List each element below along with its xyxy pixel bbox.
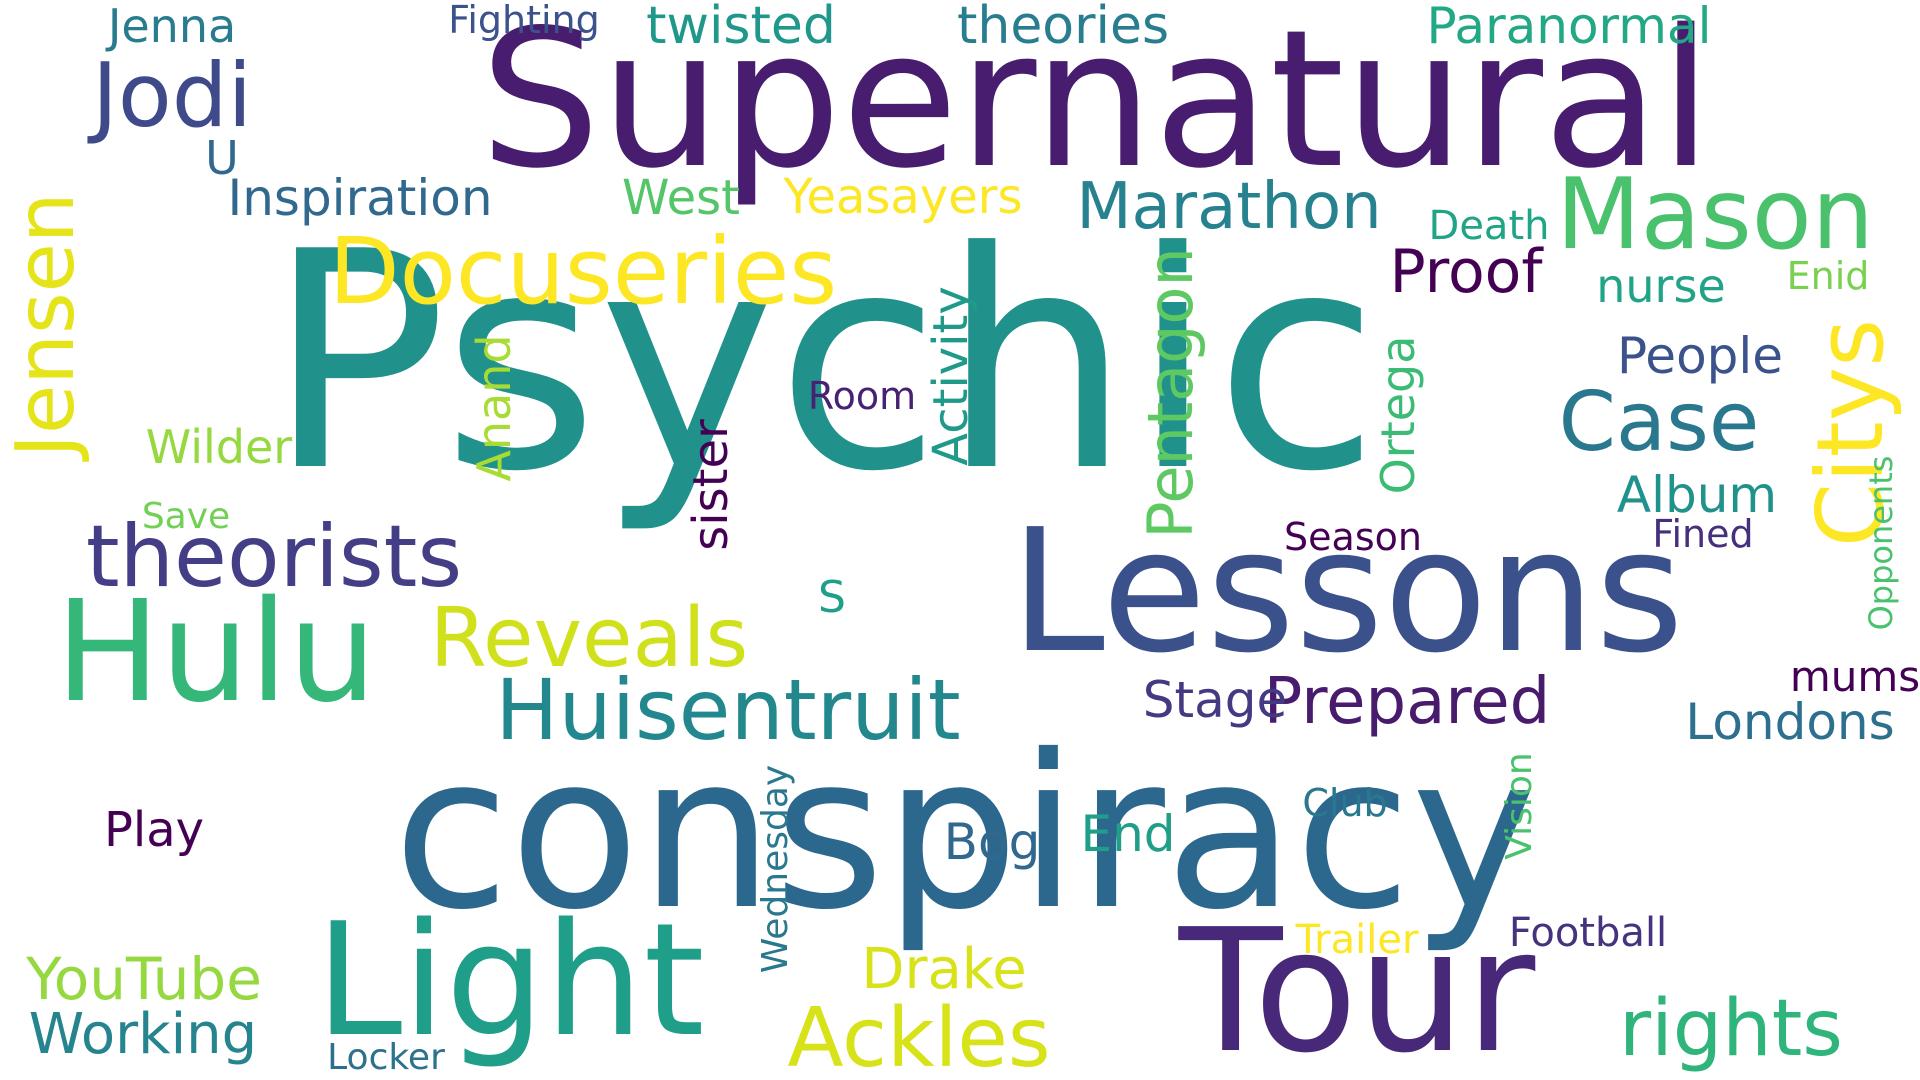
word-wednesday: Wednesday xyxy=(755,764,796,974)
word-enid: Enid xyxy=(1786,254,1870,298)
word-lessons: Lessons xyxy=(1010,493,1684,691)
word-album: Album xyxy=(1616,466,1778,524)
word-end: End xyxy=(1080,805,1176,863)
word-jodi: Jodi xyxy=(91,44,253,147)
word-people: People xyxy=(1616,327,1784,385)
word-fighting: Fighting xyxy=(448,0,600,42)
word-tour: Tour xyxy=(1178,893,1536,1080)
word-yeasayers: Yeasayers xyxy=(783,169,1023,225)
word-season: Season xyxy=(1284,515,1422,559)
word-u: U xyxy=(205,131,239,185)
word-huisentruit: Huisentruit xyxy=(495,661,961,759)
word-stage: Stage xyxy=(1142,671,1288,729)
word-nurse: nurse xyxy=(1596,259,1726,313)
word-londons: Londons xyxy=(1685,693,1895,751)
word-reveals: Reveals xyxy=(429,591,749,686)
word-s: S xyxy=(818,572,846,623)
word-supernatural: Supernatural xyxy=(479,0,1713,210)
word-anand: Anand xyxy=(467,334,521,482)
word-ortega: Ortega xyxy=(1371,335,1425,495)
word-sister: sister xyxy=(683,419,739,551)
word-opponents: Opponents xyxy=(1862,455,1900,631)
word-death: Death xyxy=(1428,203,1550,249)
word-proof: Proof xyxy=(1389,237,1543,307)
word-jenna: Jenna xyxy=(107,0,237,53)
word-mums: mums xyxy=(1789,652,1920,701)
word-working: Working xyxy=(28,1002,258,1067)
word-mason: Mason xyxy=(1556,158,1874,272)
word-save: Save xyxy=(141,496,231,537)
word-jensen: Jensen xyxy=(0,192,92,458)
word-club: Club xyxy=(1302,781,1388,825)
word-football: Football xyxy=(1508,910,1668,956)
word-fined: Fined xyxy=(1652,512,1754,556)
word-psychic: Psychic xyxy=(266,188,1380,537)
word-rights: rights xyxy=(1619,984,1843,1074)
word-docuseries: Docuseries xyxy=(328,218,838,325)
word-light: Light xyxy=(315,889,705,1071)
word-inspiration: Inspiration xyxy=(227,169,493,227)
word-hulu: Hulu xyxy=(55,571,377,734)
word-trailer: Trailer xyxy=(1295,917,1419,963)
word-paranormal: Paranormal xyxy=(1426,0,1712,55)
word-vision: Vision xyxy=(1499,752,1540,860)
word-conspiracy: conspiracy xyxy=(393,709,1537,956)
word-activity: Activity xyxy=(923,286,979,466)
word-case: Case xyxy=(1558,375,1760,470)
word-play: Play xyxy=(103,802,205,858)
word-drake: Drake xyxy=(861,937,1027,1002)
word-twisted: twisted xyxy=(646,0,836,56)
word-west: West xyxy=(621,170,741,226)
word-bog: Bog xyxy=(943,813,1041,871)
word-theorists: theorists xyxy=(85,507,463,607)
word-youtube: YouTube xyxy=(26,945,262,1013)
word-prepared: Prepared xyxy=(1263,665,1551,739)
word-pentagon: Pentagon xyxy=(1134,247,1207,539)
word-room: Room xyxy=(807,374,917,418)
word-wilder: Wilder xyxy=(145,420,293,474)
word-ackles: Ackles xyxy=(787,991,1051,1080)
word-marathon: Marathon xyxy=(1076,170,1382,244)
word-theories: theories xyxy=(956,0,1170,56)
word-locker: Locker xyxy=(327,1037,445,1078)
